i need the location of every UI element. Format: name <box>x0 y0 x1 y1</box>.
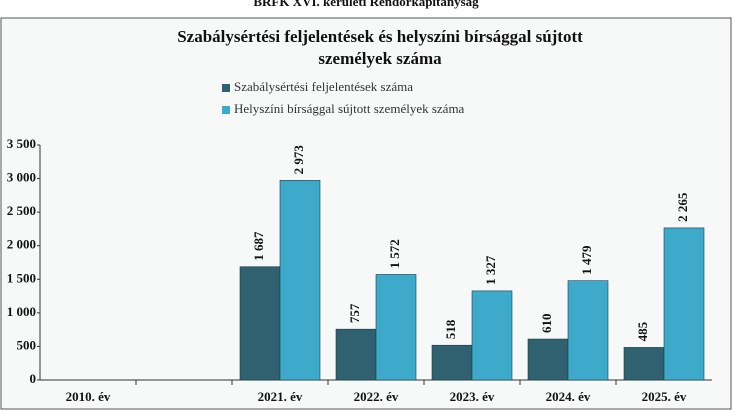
y-tick-label: 2 500 <box>7 203 36 218</box>
bar <box>623 347 665 381</box>
bar <box>471 290 513 381</box>
y-tick-label: 0 <box>30 371 37 386</box>
data-label: 610 <box>539 314 554 334</box>
legend-label: Szabálysértési feljelentések száma <box>234 79 413 94</box>
data-label: 1 479 <box>579 245 594 275</box>
legend-swatch <box>222 84 230 92</box>
y-tick-label: 3 000 <box>7 170 36 185</box>
x-tick-label: 2022. év <box>354 389 399 404</box>
data-label: 2 973 <box>291 145 306 175</box>
data-label: 2 265 <box>675 192 690 222</box>
legend-swatch <box>222 106 230 114</box>
data-label: 485 <box>635 321 650 341</box>
bar <box>279 180 321 381</box>
bar <box>375 274 417 381</box>
x-tick-label: 2024. év <box>546 389 591 404</box>
bar <box>431 344 473 381</box>
data-label: 1 572 <box>387 239 402 268</box>
chart-title: Szabálysértési feljelentések és helyszín… <box>177 27 583 68</box>
data-label: 518 <box>443 319 458 339</box>
x-tick-label: 2021. év <box>258 389 303 404</box>
x-tick-label: 2010. év <box>66 389 111 404</box>
x-tick-label: 2025. év <box>642 389 687 404</box>
bar <box>239 266 281 381</box>
data-label: 757 <box>347 303 362 323</box>
y-tick-label: 1 500 <box>7 270 36 285</box>
bar <box>335 328 377 381</box>
y-tick-label: 2 000 <box>7 237 36 252</box>
data-label: 1 687 <box>251 231 266 261</box>
page-header: BRFK XVI. kerületi Rendőrkapitányság <box>253 0 479 9</box>
data-label: 1 327 <box>483 255 498 285</box>
x-tick-label: 2023. év <box>450 389 495 404</box>
bar <box>527 338 569 381</box>
y-tick-label: 1 000 <box>7 304 36 319</box>
legend-label: Helyszíni bírsággal sújtott személyek sz… <box>234 101 465 116</box>
bar <box>567 280 609 381</box>
bar <box>663 227 705 381</box>
y-tick-label: 500 <box>17 337 37 352</box>
y-tick-label: 3 500 <box>7 136 36 151</box>
